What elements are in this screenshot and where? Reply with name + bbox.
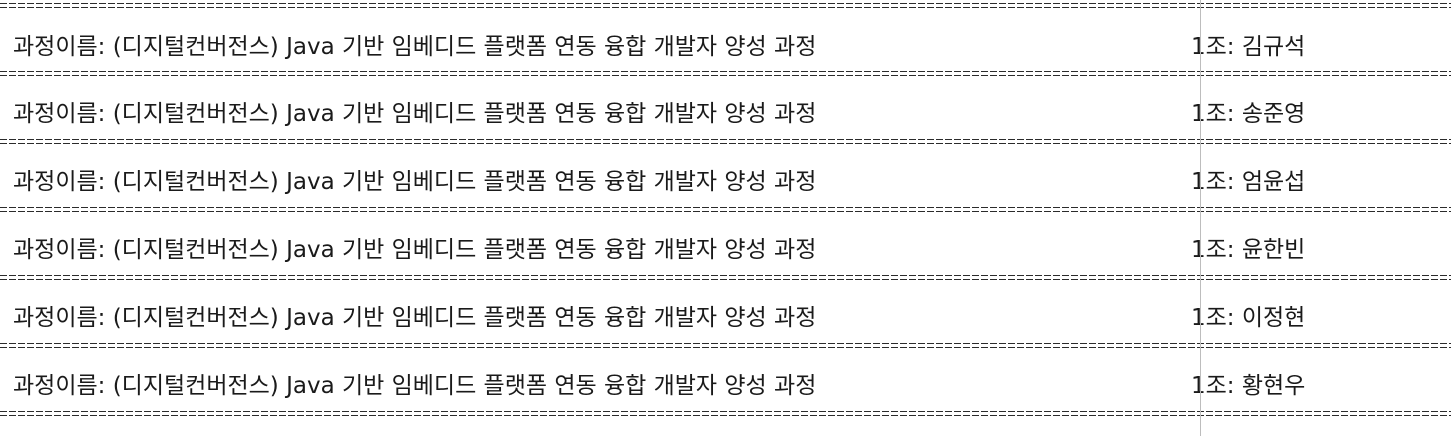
course-name-text: 과정이름: (디지털컨버전스) Java 기반 임베디드 플랫폼 연동 융합 개…	[13, 101, 817, 127]
separator-line	[0, 206, 1451, 214]
team-name-text: 1조: 엄윤섭	[1191, 169, 1306, 195]
team-name-text: 1조: 윤한빈	[1191, 237, 1306, 263]
team-name-text: 1조: 이정현	[1191, 305, 1306, 331]
separator-line	[0, 138, 1451, 146]
separator-line	[0, 410, 1451, 418]
separator-line	[0, 2, 1451, 10]
team-name-text: 1조: 황현우	[1191, 373, 1306, 399]
student-name: 황현우	[1241, 373, 1306, 399]
course-name-text: 과정이름: (디지털컨버전스) Java 기반 임베디드 플랫폼 연동 융합 개…	[13, 34, 817, 60]
separator-line	[0, 342, 1451, 350]
student-name: 송준영	[1241, 101, 1306, 127]
course-name-text: 과정이름: (디지털컨버전스) Java 기반 임베디드 플랫폼 연동 융합 개…	[13, 305, 817, 331]
student-name: 김규석	[1241, 34, 1306, 60]
separator-line	[0, 70, 1451, 78]
student-name: 윤한빈	[1241, 237, 1306, 263]
team-name-text: 1조: 김규석	[1191, 34, 1306, 60]
team-name-text: 1조: 송준영	[1191, 101, 1306, 127]
separator-line	[0, 274, 1451, 282]
course-name-text: 과정이름: (디지털컨버전스) Java 기반 임베디드 플랫폼 연동 융합 개…	[13, 169, 817, 195]
course-name-text: 과정이름: (디지털컨버전스) Java 기반 임베디드 플랫폼 연동 융합 개…	[13, 237, 817, 263]
student-name: 엄윤섭	[1241, 169, 1306, 195]
student-name: 이정현	[1241, 305, 1306, 331]
course-name-text: 과정이름: (디지털컨버전스) Java 기반 임베디드 플랫폼 연동 융합 개…	[13, 373, 817, 399]
column-guide-line	[1200, 0, 1201, 436]
